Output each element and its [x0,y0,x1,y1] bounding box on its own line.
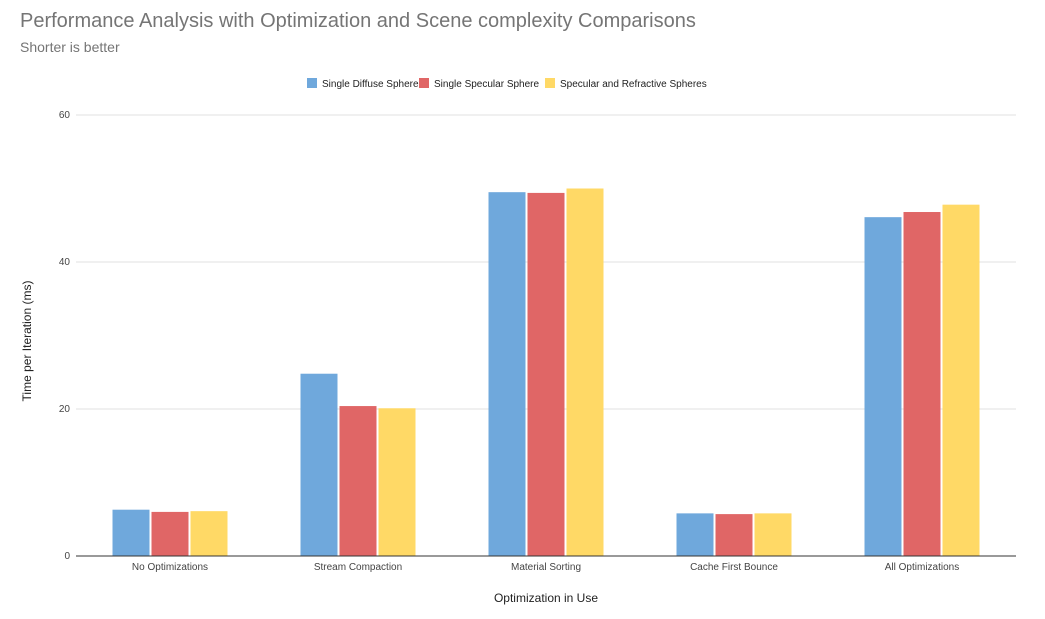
bar [942,204,980,557]
x-tick-label: No Optimizations [132,562,208,573]
bar [903,212,941,556]
bar [112,509,150,556]
bar [715,514,753,556]
chart-subtitle: Shorter is better [20,39,120,55]
legend-swatch [419,78,429,88]
bar [566,188,604,556]
legend-label: Single Diffuse Sphere [322,79,419,90]
bar [300,373,338,556]
legend-label: Specular and Refractive Spheres [560,79,707,90]
bar [339,406,377,556]
legend-label: Single Specular Sphere [434,79,540,90]
x-tick-label: All Optimizations [885,562,959,573]
chart-title: Performance Analysis with Optimization a… [20,10,696,32]
bar [864,217,902,557]
legend: Single Diffuse Sphere Single Specular Sph… [307,78,707,90]
bar [488,192,526,557]
y-axis-label: Time per Iteration (ms) [20,281,34,402]
x-tick-label: Stream Compaction [314,562,402,573]
bar [754,513,792,556]
legend-swatch [545,78,555,88]
bar [151,511,189,556]
legend-swatch [307,78,317,88]
y-tick-label: 40 [59,257,71,268]
x-tick-labels: No Optimizations Stream Compaction Materia… [132,562,959,573]
x-axis-label: Optimization in Use [494,591,598,605]
bar [676,513,714,556]
bar [527,192,565,556]
y-tick-label: 20 [59,404,71,415]
bars [112,188,980,557]
bar [378,408,416,556]
x-tick-label: Material Sorting [511,562,581,573]
y-tick-label: 60 [59,110,71,121]
x-tick-label: Cache First Bounce [690,562,778,573]
bar [190,511,228,556]
y-tick-label: 0 [64,551,70,562]
